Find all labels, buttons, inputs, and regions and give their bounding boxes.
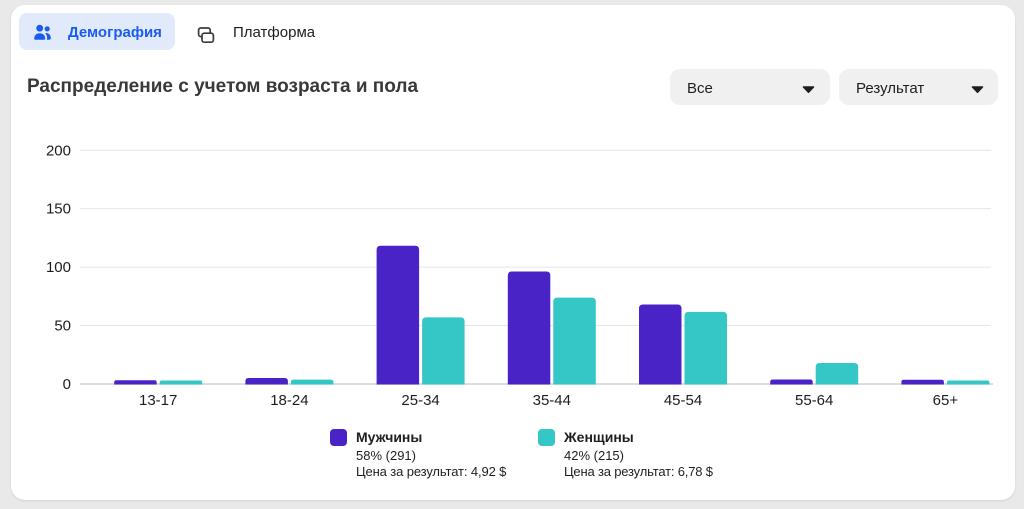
svg-text:50: 50 — [54, 318, 71, 335]
svg-text:45-54: 45-54 — [664, 392, 702, 409]
svg-text:65+: 65+ — [933, 392, 959, 409]
svg-text:13-17: 13-17 — [139, 392, 177, 409]
svg-text:35-44: 35-44 — [533, 392, 571, 409]
svg-text:55-64: 55-64 — [795, 392, 833, 409]
svg-text:25-34: 25-34 — [401, 392, 439, 409]
svg-text:200: 200 — [46, 142, 71, 159]
svg-text:100: 100 — [46, 259, 71, 276]
svg-text:18-24: 18-24 — [270, 392, 308, 409]
svg-text:150: 150 — [46, 201, 71, 218]
svg-text:0: 0 — [63, 376, 71, 393]
